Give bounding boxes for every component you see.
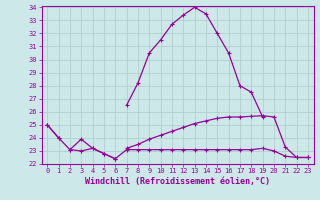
X-axis label: Windchill (Refroidissement éolien,°C): Windchill (Refroidissement éolien,°C) (85, 177, 270, 186)
